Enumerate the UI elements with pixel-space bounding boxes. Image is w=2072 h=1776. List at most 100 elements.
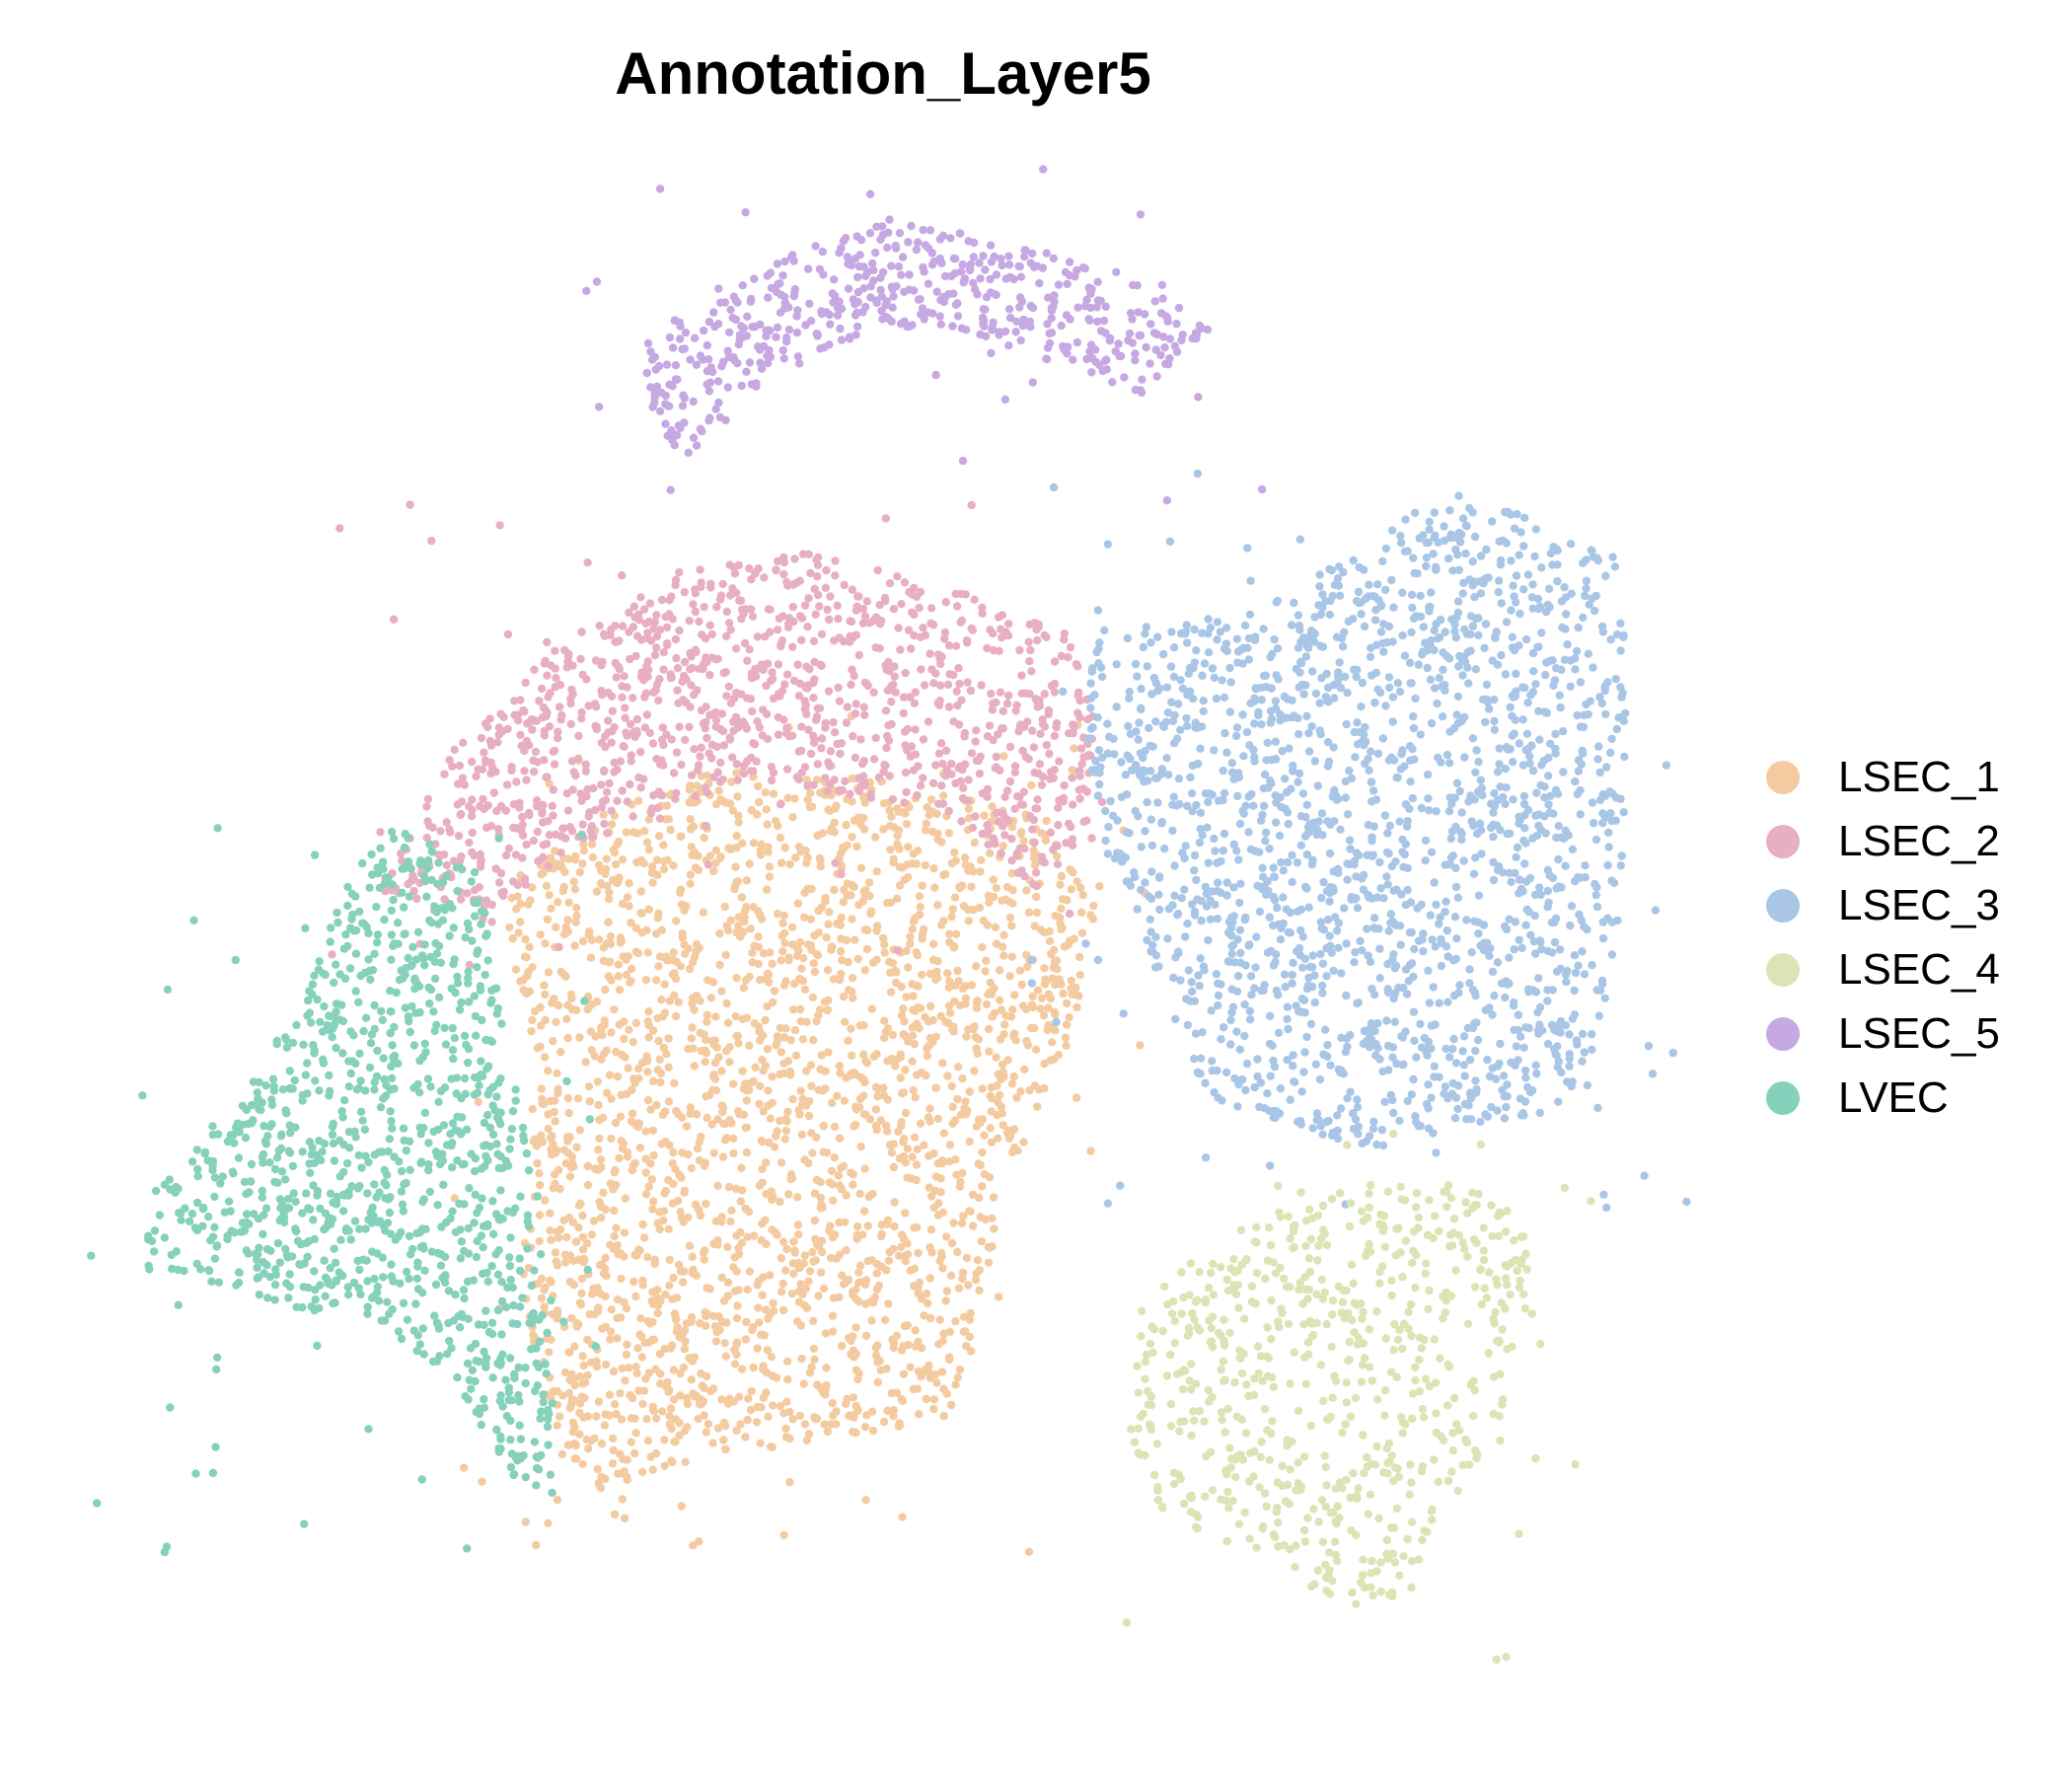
data-point	[899, 1135, 909, 1144]
data-point	[623, 797, 631, 806]
data-point	[1273, 596, 1283, 606]
data-point	[577, 1274, 587, 1284]
data-point	[1360, 622, 1369, 631]
data-point	[761, 1305, 771, 1314]
data-point	[1057, 923, 1066, 931]
data-point	[1375, 1055, 1384, 1064]
data-point	[1317, 893, 1326, 903]
data-point	[541, 1015, 550, 1025]
data-point	[1206, 915, 1216, 924]
data-point	[1408, 603, 1417, 613]
data-point	[1370, 699, 1379, 707]
data-point	[563, 1033, 572, 1043]
data-point	[662, 1050, 671, 1059]
data-point	[994, 1097, 1002, 1107]
data-point	[1493, 660, 1503, 669]
data-point	[783, 1107, 792, 1117]
data-point	[1350, 958, 1359, 967]
data-point	[1166, 662, 1176, 671]
data-point	[1508, 632, 1517, 641]
data-point	[925, 1274, 934, 1283]
data-point	[966, 1207, 975, 1217]
data-point	[1208, 664, 1218, 673]
data-point	[1544, 772, 1553, 780]
data-point	[636, 909, 645, 918]
data-point	[540, 726, 549, 736]
data-point	[844, 957, 852, 967]
data-point	[502, 780, 512, 789]
data-point	[1063, 896, 1072, 905]
data-point	[468, 848, 477, 856]
data-point	[910, 1133, 920, 1142]
data-point	[625, 879, 633, 888]
data-point	[1008, 885, 1017, 895]
data-point	[650, 1255, 659, 1265]
data-point	[1398, 588, 1407, 597]
data-point	[869, 688, 878, 697]
data-point	[507, 763, 516, 772]
data-point	[719, 741, 729, 750]
data-point	[587, 840, 597, 849]
data-point	[525, 942, 534, 951]
data-point	[450, 745, 459, 755]
data-point	[569, 877, 578, 886]
data-point	[883, 1216, 893, 1224]
data-point	[804, 594, 813, 603]
data-point	[703, 733, 711, 743]
data-point	[910, 1223, 919, 1232]
data-point	[1168, 826, 1177, 836]
data-point	[739, 762, 749, 771]
data-point	[842, 820, 851, 830]
data-point	[715, 928, 724, 938]
data-point	[1340, 904, 1349, 913]
data-point	[1042, 816, 1051, 826]
data-point	[817, 734, 827, 743]
data-point	[815, 703, 825, 712]
data-point	[627, 757, 635, 766]
data-point	[664, 815, 673, 824]
data-point	[812, 1414, 822, 1423]
data-point	[1294, 611, 1303, 620]
data-point	[894, 1127, 903, 1137]
data-point	[801, 1101, 811, 1110]
data-point	[884, 721, 893, 730]
data-point	[1362, 1137, 1370, 1147]
data-point	[1134, 812, 1143, 821]
data-point	[1324, 757, 1334, 767]
data-point	[1551, 729, 1560, 739]
data-point	[638, 1220, 647, 1229]
data-point	[1095, 882, 1104, 891]
data-point	[978, 609, 987, 618]
data-point	[1512, 852, 1520, 861]
data-point	[1448, 566, 1457, 575]
data-point	[575, 1408, 584, 1418]
data-point	[1444, 654, 1454, 663]
data-point	[932, 967, 941, 977]
data-point	[951, 1116, 960, 1125]
data-point	[896, 1053, 905, 1062]
data-point	[562, 663, 571, 672]
data-point	[857, 1278, 866, 1287]
data-point	[1381, 585, 1390, 595]
data-point	[890, 662, 899, 671]
data-point	[971, 812, 980, 821]
data-point	[755, 797, 764, 807]
data-point	[999, 930, 1008, 939]
data-point	[655, 952, 665, 961]
data-point	[955, 882, 964, 891]
data-point	[646, 1452, 655, 1461]
data-point	[680, 1427, 690, 1436]
data-point	[1040, 1059, 1049, 1069]
data-point	[591, 656, 601, 665]
data-point	[782, 1117, 791, 1126]
data-point	[1474, 929, 1483, 938]
data-point	[597, 1472, 606, 1482]
data-point	[926, 795, 936, 804]
data-point	[901, 1108, 911, 1118]
data-point	[747, 767, 756, 776]
data-point	[1130, 868, 1139, 877]
data-point	[732, 832, 741, 841]
data-point	[808, 993, 818, 1001]
data-point	[1503, 1092, 1512, 1101]
data-point	[718, 775, 727, 784]
